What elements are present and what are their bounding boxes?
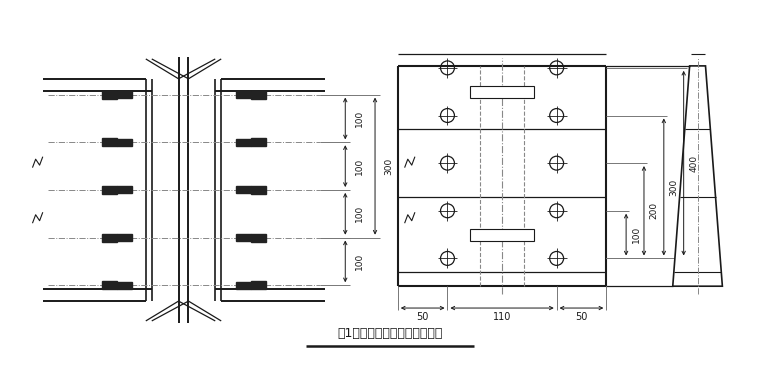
Text: 100: 100 (632, 226, 641, 243)
Polygon shape (117, 282, 132, 289)
Polygon shape (236, 91, 251, 98)
Text: 300: 300 (385, 158, 394, 175)
Polygon shape (102, 186, 117, 194)
Polygon shape (236, 139, 251, 146)
Polygon shape (236, 282, 251, 289)
Polygon shape (251, 138, 266, 146)
Text: 100: 100 (355, 158, 363, 175)
Polygon shape (117, 91, 132, 98)
Text: 110: 110 (493, 312, 511, 322)
Polygon shape (102, 234, 117, 242)
Text: 300: 300 (670, 178, 678, 196)
Text: 50: 50 (575, 312, 587, 322)
Bar (470, 86, 534, 98)
Polygon shape (251, 234, 266, 242)
Text: 100: 100 (355, 253, 363, 270)
Text: 400: 400 (689, 155, 698, 172)
Polygon shape (102, 138, 117, 146)
Polygon shape (673, 66, 722, 286)
Text: 100: 100 (355, 110, 363, 127)
Polygon shape (117, 139, 132, 146)
Text: 100: 100 (355, 205, 363, 222)
Text: 图1：以底排螺栓中心为中和轴: 图1：以底排螺栓中心为中和轴 (337, 327, 442, 340)
Text: 200: 200 (649, 202, 658, 219)
Polygon shape (236, 234, 251, 241)
Bar (470, 228, 534, 241)
Polygon shape (102, 91, 117, 99)
Text: 50: 50 (416, 312, 429, 322)
Polygon shape (251, 91, 266, 99)
Polygon shape (251, 281, 266, 289)
Polygon shape (251, 186, 266, 194)
Polygon shape (117, 187, 132, 193)
Polygon shape (117, 234, 132, 241)
Polygon shape (146, 57, 221, 79)
Polygon shape (102, 281, 117, 289)
Polygon shape (236, 187, 251, 193)
